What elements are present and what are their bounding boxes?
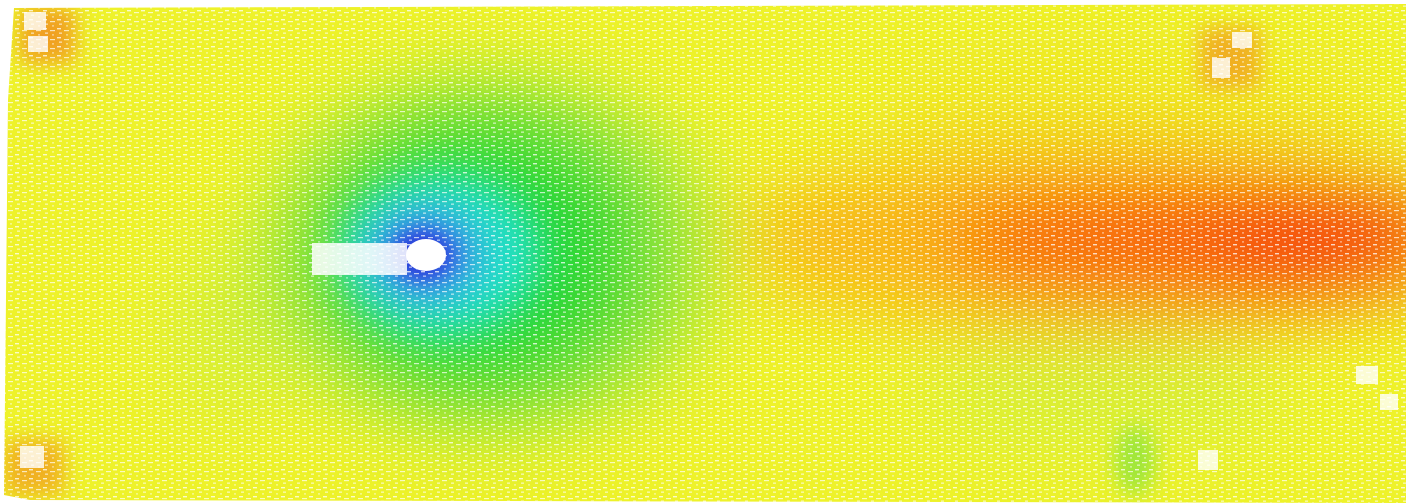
marker (20, 446, 44, 468)
marker (1380, 394, 1398, 410)
probe-strip (312, 243, 407, 275)
marker (1212, 58, 1230, 78)
cylinder-hole (406, 239, 446, 271)
marker (24, 12, 46, 30)
marker (1232, 32, 1252, 48)
marker (1356, 366, 1378, 384)
marker (1198, 450, 1218, 470)
marker (28, 36, 48, 52)
